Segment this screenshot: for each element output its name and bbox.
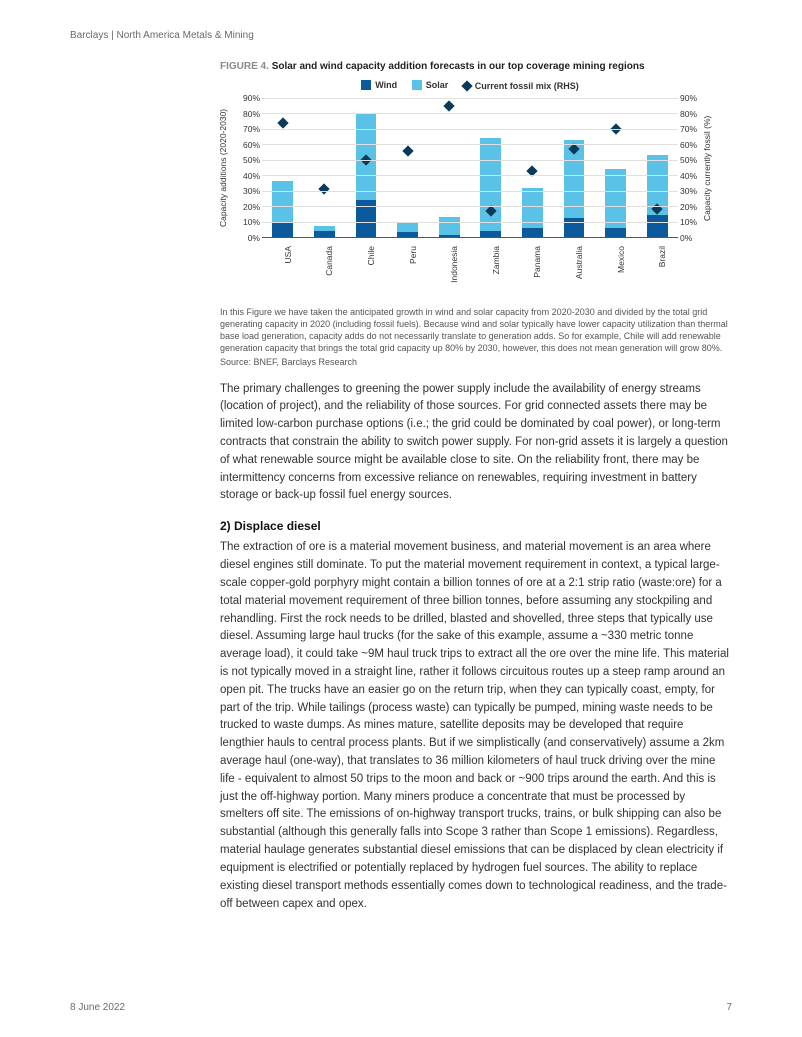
gridline (262, 191, 678, 192)
bar-stack (522, 188, 543, 237)
bar-slot (430, 98, 468, 237)
bar-segment-solar (397, 222, 418, 233)
bar-segment-wind (272, 222, 293, 237)
figure-label: FIGURE 4. (220, 61, 269, 72)
gridline (262, 206, 678, 207)
x-tick-label: Chile (347, 240, 385, 300)
fossil-point-icon (444, 100, 455, 111)
diamond-icon (461, 80, 472, 91)
x-tick-label: Panama (513, 240, 551, 300)
gridline (262, 160, 678, 161)
bar-stack (439, 217, 460, 237)
legend-fossil-label: Current fossil mix (RHS) (475, 81, 579, 91)
solar-swatch-icon (412, 80, 422, 90)
bar-segment-wind (397, 232, 418, 237)
x-tick-label: Zambia (472, 240, 510, 300)
bar-stack (647, 155, 668, 237)
bar-slot (555, 98, 593, 237)
bar-stack (397, 222, 418, 237)
legend-fossil: Current fossil mix (RHS) (463, 81, 579, 91)
bar-segment-solar (272, 181, 293, 221)
bar-stack (314, 226, 335, 237)
bar-stack (605, 169, 626, 237)
gridline (262, 98, 678, 99)
legend-wind-label: Wind (375, 80, 397, 90)
footer-date: 8 June 2022 (70, 1002, 125, 1013)
x-tick-label: Indonesia (430, 240, 468, 300)
x-tick-label: Brazil (638, 240, 676, 300)
gridline (262, 113, 678, 114)
y-ticks-right: 0%10%20%30%40%50%60%70%80%90% (680, 98, 702, 238)
chart-footnote: In this Figure we have taken the anticip… (220, 306, 730, 355)
legend-solar-label: Solar (426, 80, 449, 90)
body-paragraph-1: The primary challenges to greening the p… (220, 381, 730, 506)
page: Barclays | North America Metals & Mining… (0, 0, 802, 1037)
fossil-point-icon (402, 145, 413, 156)
bar-slot (347, 98, 385, 237)
bar-segment-wind (480, 231, 501, 237)
bar-slot (264, 98, 302, 237)
bar-slot (472, 98, 510, 237)
x-tick-label: USA (264, 240, 302, 300)
fossil-point-icon (319, 183, 330, 194)
bars-container (262, 98, 678, 237)
bar-segment-solar (605, 169, 626, 228)
bar-segment-wind (647, 215, 668, 237)
bar-segment-solar (439, 217, 460, 236)
content-column: FIGURE 4. Solar and wind capacity additi… (220, 61, 730, 913)
figure-caption: FIGURE 4. Solar and wind capacity additi… (220, 61, 730, 72)
gridline (262, 175, 678, 176)
bar-segment-solar (480, 138, 501, 231)
bar-segment-wind (439, 235, 460, 237)
gridline (262, 222, 678, 223)
body-paragraph-2: The extraction of ore is a material move… (220, 539, 730, 913)
y-ticks-left: 0%10%20%30%40%50%60%70%80%90% (238, 98, 260, 238)
bar-slot (638, 98, 676, 237)
bar-slot (597, 98, 635, 237)
wind-swatch-icon (361, 80, 371, 90)
x-ticks: USACanadaChilePeruIndonesiaZambiaPanamaA… (262, 240, 678, 300)
bar-slot (513, 98, 551, 237)
chart-legend: Wind Solar Current fossil mix (RHS) (220, 80, 720, 92)
plot-area (262, 98, 678, 238)
section-subhead: 2) Displace diesel (220, 519, 730, 533)
x-tick-label: Mexico (597, 240, 635, 300)
figure-title: Solar and wind capacity addition forecas… (272, 61, 645, 72)
x-tick-label: Peru (389, 240, 427, 300)
gridline (262, 129, 678, 130)
chart-source: Source: BNEF, Barclays Research (220, 357, 730, 367)
bar-segment-wind (314, 231, 335, 237)
page-footer: 8 June 2022 7 (70, 1002, 732, 1013)
capacity-chart: Wind Solar Current fossil mix (RHS) Capa… (220, 80, 720, 300)
legend-wind: Wind (361, 80, 397, 90)
bar-segment-wind (522, 228, 543, 237)
fossil-point-icon (277, 117, 288, 128)
footer-page-number: 7 (726, 1002, 732, 1013)
bar-segment-wind (605, 228, 626, 237)
gridline (262, 144, 678, 145)
x-tick-label: Australia (555, 240, 593, 300)
bar-slot (389, 98, 427, 237)
bar-slot (305, 98, 343, 237)
y-axis-label-right: Capacity currently fossil (%) (702, 98, 722, 238)
x-tick-label: Canada (305, 240, 343, 300)
y-axis-label-left: Capacity additions (2020-2030) (218, 98, 238, 238)
legend-solar: Solar (412, 80, 449, 90)
doc-header: Barclays | North America Metals & Mining (70, 30, 732, 41)
